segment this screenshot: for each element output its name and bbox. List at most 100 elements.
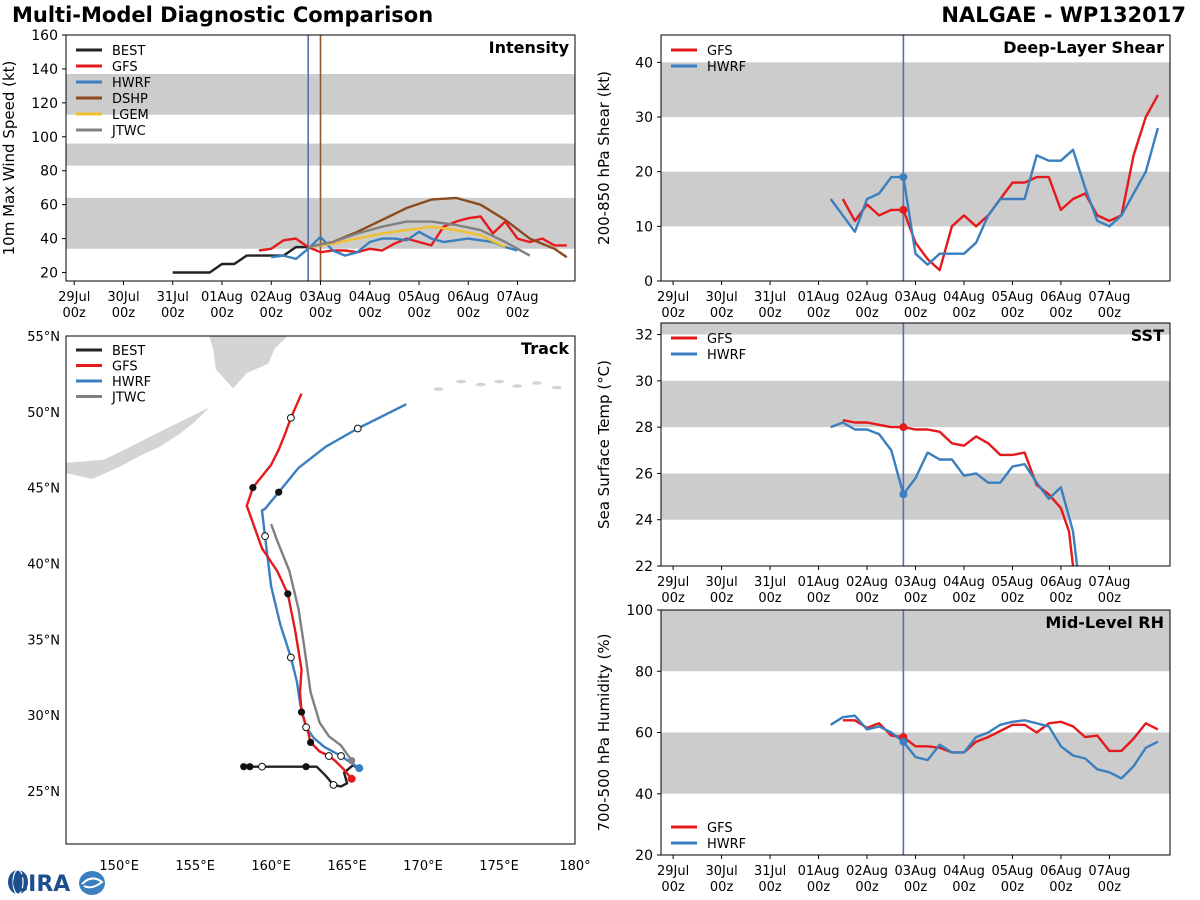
legend-label-gfs: GFS: [707, 821, 733, 836]
x-tick-date: 01Aug: [798, 290, 840, 305]
y-tick-label: 60: [40, 198, 58, 214]
y-tick-label: 100: [31, 130, 58, 146]
y-tick-label: 20: [635, 848, 653, 864]
y-tick-label: 60: [635, 726, 653, 742]
panel-title: Track: [521, 339, 569, 358]
lat-tick-label: 55°N: [27, 330, 60, 345]
x-tick-hour: 00z: [855, 306, 879, 321]
y-tick-label: 20: [635, 165, 653, 181]
x-tick-date: 02Aug: [846, 575, 888, 590]
x-tick-hour: 00z: [807, 880, 831, 895]
track-point-filled: [302, 763, 310, 771]
island: [532, 381, 543, 385]
x-tick-hour: 00z: [1001, 306, 1025, 321]
plot-clip: [172, 35, 568, 281]
track-point-filled: [348, 756, 356, 765]
y-tick-label: 10: [635, 219, 653, 235]
y-tick-label: 28: [635, 420, 653, 436]
track-point-filled: [275, 488, 283, 496]
legend-label-hwrf: HWRF: [112, 375, 151, 390]
island: [456, 379, 467, 384]
x-tick-date: 07Aug: [1088, 290, 1130, 305]
x-tick-hour: 00z: [1098, 306, 1122, 321]
x-tick-date: 07Aug: [497, 290, 539, 305]
x-tick-hour: 00z: [807, 306, 831, 321]
x-tick-date: 06Aug: [1040, 864, 1082, 879]
category-band: [661, 323, 1170, 335]
y-tick-label: 40: [40, 232, 58, 248]
x-tick-hour: 00z: [309, 306, 333, 321]
x-tick-date: 30Jul: [705, 864, 737, 879]
y-tick-label: 30: [635, 110, 653, 126]
island: [433, 387, 444, 391]
y-axis-label: 200-850 hPa Shear (kt): [595, 71, 613, 245]
island: [494, 379, 505, 384]
x-tick-hour: 00z: [506, 306, 530, 321]
plot-clip: [829, 35, 1160, 281]
x-tick-hour: 00z: [63, 306, 87, 321]
panel-intensity: 20 40 60 80 100 120 140 160 10m Max Wind Speed (…: [0, 28, 576, 321]
panel-track: 150°E 155°E 160°E 165°E 170°E 175°E 180° 25°N 30…: [27, 330, 590, 874]
x-tick-hour: 00z: [758, 880, 782, 895]
legend-label-gfs: GFS: [112, 60, 138, 75]
y-tick-label: 30: [635, 374, 653, 390]
island: [551, 385, 562, 390]
series-line-hwrf: [830, 714, 1159, 780]
panel-rh: 20 40 60 80 100 700-500 hPa Humidity (%) 29Jul…: [595, 603, 1171, 895]
series-line-gfs: [842, 419, 1075, 566]
cira-logo: CIRA: [8, 869, 105, 897]
x-tick-hour: 00z: [855, 591, 879, 606]
init-marker-hwrf: [899, 737, 908, 746]
x-tick-date: 31Jul: [754, 864, 786, 879]
x-tick-date: 05Aug: [398, 290, 440, 305]
y-axis-label: Sea Surface Temp (°C): [595, 360, 613, 529]
category-band: [661, 732, 1170, 794]
init-marker-gfs: [899, 205, 908, 214]
x-tick-hour: 00z: [161, 306, 185, 321]
x-tick-date: 07Aug: [1088, 864, 1130, 879]
x-tick-hour: 00z: [210, 306, 234, 321]
x-tick-date: 05Aug: [991, 575, 1033, 590]
x-tick-hour: 00z: [904, 306, 928, 321]
series-line-hwrf: [830, 421, 1079, 566]
x-tick-date: 01Aug: [798, 864, 840, 879]
lon-tick-label: 150°E: [99, 859, 139, 874]
storm-id: NALGAE - WP132017: [941, 3, 1186, 27]
legend-label-gfs: GFS: [707, 332, 733, 347]
landmass: [66, 408, 208, 480]
y-axis-label: 10m Max Wind Speed (kt): [0, 61, 18, 256]
x-tick-hour: 00z: [807, 591, 831, 606]
island: [512, 384, 523, 388]
x-tick-date: 04Aug: [349, 290, 391, 305]
x-tick-date: 06Aug: [1040, 290, 1082, 305]
x-tick-date: 02Aug: [250, 290, 292, 305]
x-tick-date: 31Jul: [754, 575, 786, 590]
x-tick-hour: 00z: [661, 306, 685, 321]
plot-clip: [830, 610, 1159, 855]
category-band: [661, 473, 1170, 520]
legend-label-lgem: LGEM: [112, 108, 149, 123]
track-line-hwrf: [260, 403, 407, 770]
legend-label-hwrf: HWRF: [707, 348, 746, 363]
track-point-open: [337, 752, 345, 760]
x-tick-hour: 00z: [710, 591, 734, 606]
y-axis-label: 700-500 hPa Humidity (%): [595, 633, 613, 831]
lat-tick-label: 30°N: [27, 709, 60, 724]
legend-label-hwrf: HWRF: [707, 60, 746, 75]
x-tick-date: 05Aug: [991, 864, 1033, 879]
x-tick-date: 01Aug: [798, 575, 840, 590]
lat-tick-label: 45°N: [27, 482, 60, 497]
x-tick-hour: 00z: [1001, 880, 1025, 895]
track-point-open: [261, 532, 269, 541]
landmass: [209, 336, 288, 389]
legend-label-gfs: GFS: [707, 44, 733, 59]
x-tick-hour: 00z: [1098, 591, 1122, 606]
plot-clip: [830, 323, 1079, 566]
x-tick-date: 01Aug: [201, 290, 243, 305]
category-band: [661, 610, 1170, 672]
x-tick-hour: 00z: [952, 880, 976, 895]
x-tick-hour: 00z: [710, 306, 734, 321]
x-tick-hour: 00z: [358, 306, 382, 321]
map-area: [66, 336, 575, 844]
track-line-gfs: [245, 393, 353, 780]
